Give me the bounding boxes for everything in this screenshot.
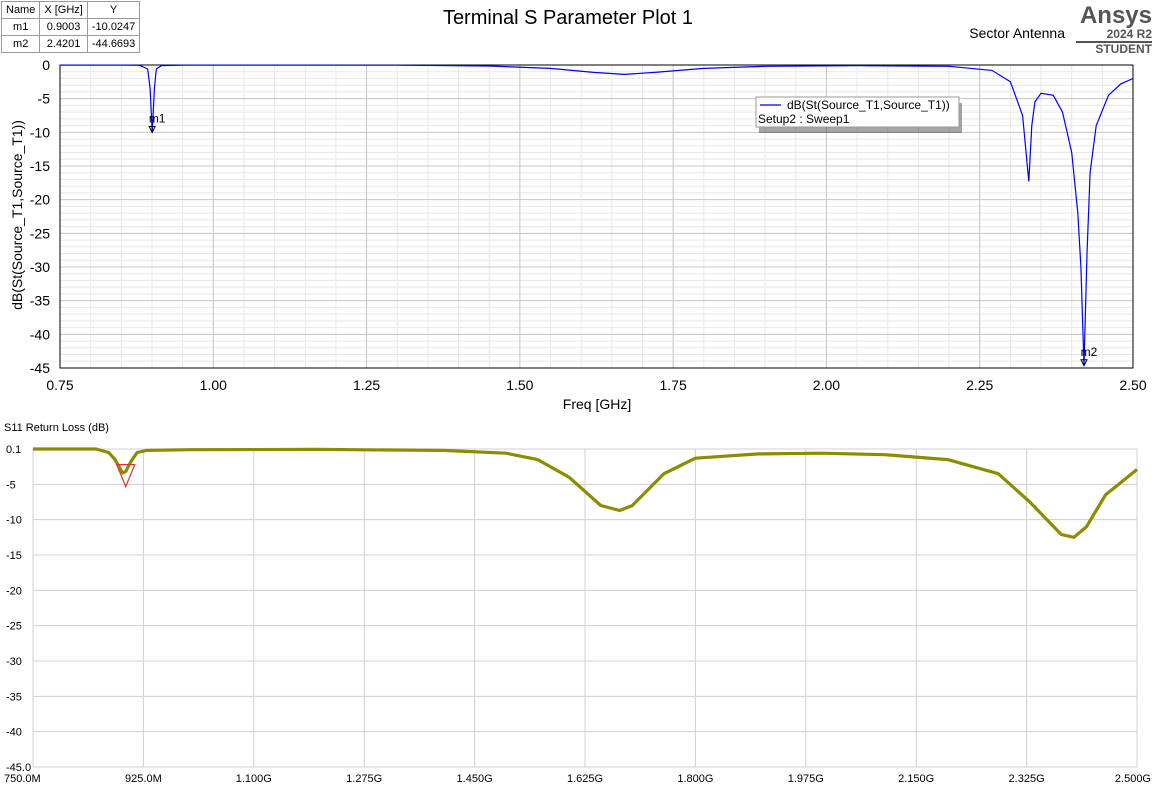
marker-table-cell: m1: [0, 18, 41, 36]
marker-table-header: Y: [86, 1, 141, 19]
bottom-x-tick-label: 1.100G: [236, 773, 272, 785]
bottom-x-tick-label: 1.800G: [677, 773, 713, 785]
bottom-plot-title: S11 Return Loss (dB): [4, 422, 109, 434]
bottom-y-tick-label: -5: [6, 479, 16, 491]
legend-setup-label: Setup2 : Sweep1: [758, 112, 850, 126]
bottom-x-tick-label: 925.0M: [125, 773, 162, 785]
top-plot-frame: [59, 64, 1134, 369]
marker-table-cell: -10.0247: [86, 18, 141, 36]
bottom-series-line: [33, 447, 1139, 539]
marker-table-cell: 2.4201: [39, 35, 88, 53]
marker-label: m2: [1081, 345, 1098, 359]
bottom-y-tick-label: -15: [6, 550, 22, 562]
bottom-x-tick-label: 1.975G: [788, 773, 824, 785]
bottom-x-tick-label: 1.625G: [567, 773, 603, 785]
bottom-grid: [32, 448, 1138, 768]
top-x-tick-label: 1.75: [660, 377, 687, 393]
top-plot-title: Terminal S Parameter Plot 1: [443, 7, 693, 29]
project-name: Sector Antenna: [969, 25, 1065, 41]
marker-table-header: Name: [0, 1, 41, 19]
top-x-tick-label: 1.25: [353, 377, 380, 393]
top-y-tick-label: -30: [30, 259, 50, 275]
top-legend: dB(St(Source_T1,Source_T1)) Setup2 : Swe…: [755, 96, 962, 133]
bottom-y-tick-label: -10: [6, 515, 22, 527]
bottom-x-tick-label: 2.150G: [898, 773, 934, 785]
top-plot: 0.75 1.00 1.25 1.50 1.75 2.00 2.25 2.50 0 -5 -10 -1…: [9, 7, 1147, 412]
top-y-tick-label: -35: [30, 293, 50, 309]
bottom-tick-labels: 750.0M 925.0M 1.100G 1.275G 1.450G 1.625G 1.80…: [4, 444, 1151, 785]
bottom-y-tick-label: -30: [6, 656, 22, 668]
top-x-axis-label: Freq [GHz]: [563, 396, 631, 412]
bottom-markers: [115, 464, 136, 489]
top-y-tick-label: -5: [38, 91, 51, 107]
logo-brand: Ansys: [1079, 2, 1152, 29]
top-x-tick-label: 1.50: [506, 377, 533, 393]
top-x-tick-label: 0.75: [46, 377, 73, 393]
marker-table-cell: 0.9003: [39, 18, 88, 36]
top-x-tick-label: 2.00: [813, 377, 840, 393]
bottom-x-tick-label: 1.275G: [346, 773, 382, 785]
bottom-plot: 750.0M 925.0M 1.100G 1.275G 1.450G 1.625G 1.80…: [4, 422, 1151, 785]
top-y-tick-label: -25: [30, 225, 50, 241]
top-y-axis-label: dB(St(Source_T1,Source_T1)): [9, 120, 25, 310]
top-tick-labels: 0.75 1.00 1.25 1.50 1.75 2.00 2.25 2.50 0 -5 -10 -1…: [30, 57, 1147, 393]
top-x-tick-label: 2.50: [1119, 377, 1146, 393]
top-y-tick-label: -15: [30, 158, 50, 174]
ansys-logo: Ansys 2024 R2 STUDENT: [1066, 4, 1152, 56]
marker-table-row: m1 0.9003 -10.0247: [0, 18, 141, 36]
bottom-y-tick-label: 0.1: [6, 444, 21, 456]
top-markers: m1 m2: [148, 111, 1098, 367]
bottom-marker-triangle: [115, 464, 136, 489]
bottom-y-tick-label: -45.0: [6, 762, 31, 774]
marker-table-cell: m2: [0, 35, 41, 53]
marker-arrow: [1080, 359, 1088, 367]
marker-label: m1: [149, 111, 166, 125]
marker-arrow: [148, 126, 156, 134]
bottom-y-tick-label: -20: [6, 585, 22, 597]
marker-table-row: m2 2.4201 -44.6693: [0, 35, 141, 53]
bottom-x-tick-label: 750.0M: [4, 773, 41, 785]
top-grid: [59, 64, 1134, 369]
legend-trace-label: dB(St(Source_T1,Source_T1)): [787, 98, 950, 112]
top-y-tick-label: -20: [30, 192, 50, 208]
bottom-y-tick-label: -35: [6, 691, 22, 703]
top-x-tick-label: 2.25: [966, 377, 993, 393]
top-x-tick-label: 1.00: [200, 377, 227, 393]
marker-table-header: X [GHz]: [39, 1, 88, 19]
top-y-tick-label: 0: [42, 57, 50, 73]
logo-edition: STUDENT: [1076, 41, 1152, 56]
bottom-x-tick-label: 1.450G: [457, 773, 493, 785]
marker-table-cell: -44.6693: [86, 35, 141, 53]
bottom-x-tick-label: 2.500G: [1115, 773, 1151, 785]
top-y-tick-label: -45: [30, 360, 50, 376]
top-y-tick-label: -40: [30, 326, 50, 342]
logo-release: 2024 R2: [1106, 27, 1152, 41]
top-y-tick-label: -10: [30, 124, 50, 140]
top-series-line: [60, 64, 1134, 366]
bottom-y-tick-label: -40: [6, 727, 22, 739]
bottom-x-tick-label: 2.325G: [1009, 773, 1045, 785]
bottom-y-tick-label: -25: [6, 621, 22, 633]
marker-table: Name X [GHz] Y m1 0.9003 -10.0247 m2 2.4201 -44…: [0, 1, 141, 53]
